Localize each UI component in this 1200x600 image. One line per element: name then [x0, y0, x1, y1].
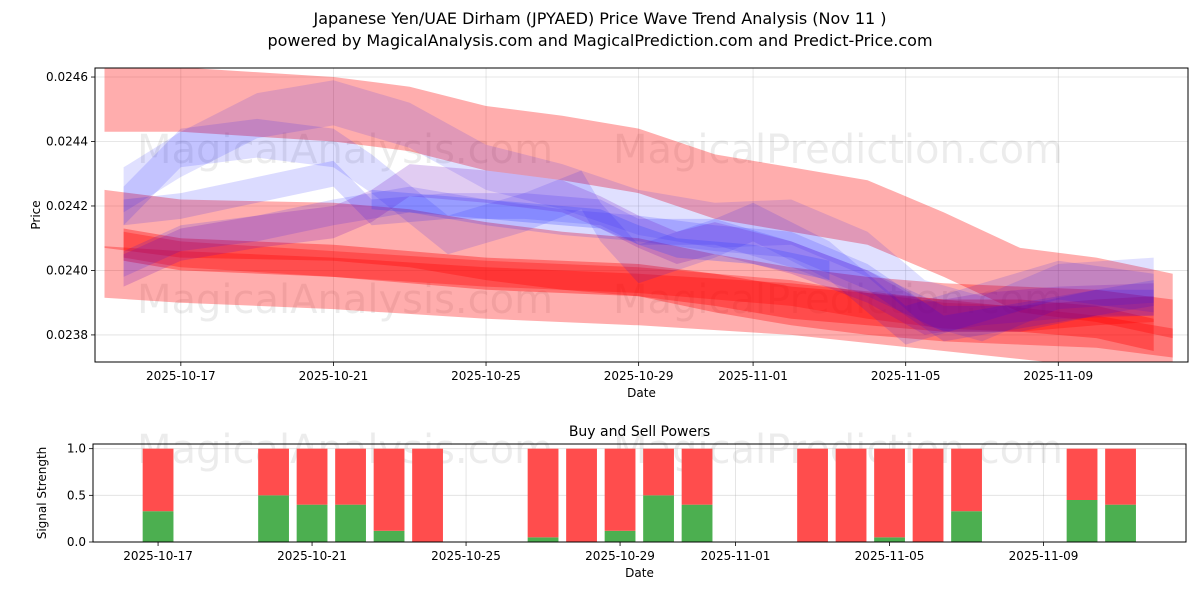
- buy-bar: [373, 530, 405, 542]
- x-tick-label: 2025-11-09: [1009, 549, 1079, 563]
- sell-bar: [412, 448, 443, 542]
- watermark: MagicalAnalysis.com: [137, 127, 553, 173]
- grid: [95, 68, 1188, 362]
- buy-bar: [1105, 504, 1136, 542]
- buy-wave-5-band: [123, 164, 1154, 335]
- plot-frame: [94, 67, 1189, 363]
- y-axis-label: Price: [29, 200, 43, 229]
- plot-frame: [92, 443, 1187, 543]
- sell-bar: [643, 448, 674, 496]
- chart-title: Japanese Yen/UAE Dirham (JPYAED) Price W…: [313, 9, 887, 28]
- sell-bar: [912, 448, 944, 542]
- x-tick-label: 2025-11-05: [855, 549, 925, 563]
- subplot-title: Buy and Sell Powers: [569, 424, 710, 440]
- x-tick-label: 2025-10-25: [431, 549, 501, 563]
- sell-wave-upper-band: [104, 68, 1173, 339]
- buy-wave-6-band: [371, 189, 830, 281]
- sell-bar: [604, 448, 636, 531]
- wave-bands: [104, 68, 1173, 362]
- sell-bar: [835, 448, 867, 542]
- x-tick-label: 2025-10-21: [299, 369, 369, 383]
- sell-bar: [142, 448, 174, 512]
- signal-axes: 2025-10-17 2025-10-21 2025-10-25 2025-10-29…: [35, 424, 1187, 580]
- sell-wave-middle-band: [104, 189, 1173, 358]
- y-axis-label: Signal Strength: [35, 447, 49, 540]
- price-axes: 2025-10-17 2025-10-21 2025-10-25 2025-10-29…: [29, 67, 1189, 400]
- y-tick-label: 0.0244: [46, 135, 88, 149]
- sell-bar: [296, 448, 328, 505]
- buy-bar: [527, 537, 559, 542]
- buy-wave-4-band: [123, 118, 1154, 345]
- y-tick-label: 0.5: [67, 488, 86, 502]
- sell-bar: [1066, 448, 1098, 500]
- sell-bar: [373, 448, 405, 531]
- sell-bar: [258, 448, 289, 496]
- buy-bar: [296, 504, 328, 542]
- sell-wave-core-band: [123, 228, 1154, 351]
- x-tick-label: 2025-10-25: [451, 369, 521, 383]
- sell-bar: [797, 448, 828, 542]
- buy-bar: [335, 504, 366, 542]
- sell-wave-lower-band: [104, 246, 1173, 362]
- x-axis-label: Date: [625, 566, 654, 580]
- buy-wave-3-band: [123, 186, 1154, 342]
- x-tick-label: 2025-10-29: [585, 549, 655, 563]
- buy-bar: [643, 495, 674, 542]
- buy-wave-2-band: [123, 160, 1154, 332]
- x-tick-label: 2025-10-17: [123, 549, 193, 563]
- watermark: MagicalAnalysis.com: [137, 277, 553, 323]
- buy-bar: [951, 511, 982, 542]
- buy-bar: [604, 530, 636, 542]
- buy-bar: [1066, 500, 1098, 542]
- signal-bars: [142, 448, 1136, 542]
- buy-wave-1-band: [123, 80, 1154, 342]
- sell-bar: [951, 448, 982, 512]
- sell-bar: [335, 448, 366, 505]
- y-tick-label: 0.0246: [46, 70, 88, 84]
- y-tick-label: 0.0238: [46, 328, 88, 342]
- buy-bar: [681, 504, 713, 542]
- x-tick-label: 2025-11-01: [701, 549, 771, 563]
- x-tick-label: 2025-10-17: [146, 369, 216, 383]
- sell-wave-core-2-band: [123, 231, 1154, 332]
- buy-bar: [258, 495, 289, 542]
- x-tick-label: 2025-11-05: [871, 369, 941, 383]
- sell-bar: [1105, 448, 1136, 505]
- sell-bar: [874, 448, 905, 538]
- sell-bar: [527, 448, 559, 538]
- buy-bar: [874, 537, 905, 542]
- sell-bar: [681, 448, 713, 505]
- x-axis-label: Date: [627, 386, 656, 400]
- buy-bar: [142, 511, 174, 542]
- x-tick-label: 2025-11-01: [718, 369, 788, 383]
- watermark: MagicalPrediction.com: [613, 277, 1063, 323]
- y-tick-label: 0.0: [67, 535, 86, 549]
- y-tick-label: 0.0242: [46, 199, 88, 213]
- y-tick-label: 0.0240: [46, 263, 88, 277]
- chart-subtitle: powered by MagicalAnalysis.com and Magic…: [267, 31, 933, 50]
- sell-bar: [566, 448, 597, 542]
- x-tick-label: 2025-10-29: [604, 369, 674, 383]
- watermark: MagicalPrediction.com: [613, 127, 1063, 173]
- x-tick-label: 2025-11-09: [1023, 369, 1093, 383]
- y-tick-label: 1.0: [67, 442, 86, 456]
- x-tick-label: 2025-10-21: [277, 549, 347, 563]
